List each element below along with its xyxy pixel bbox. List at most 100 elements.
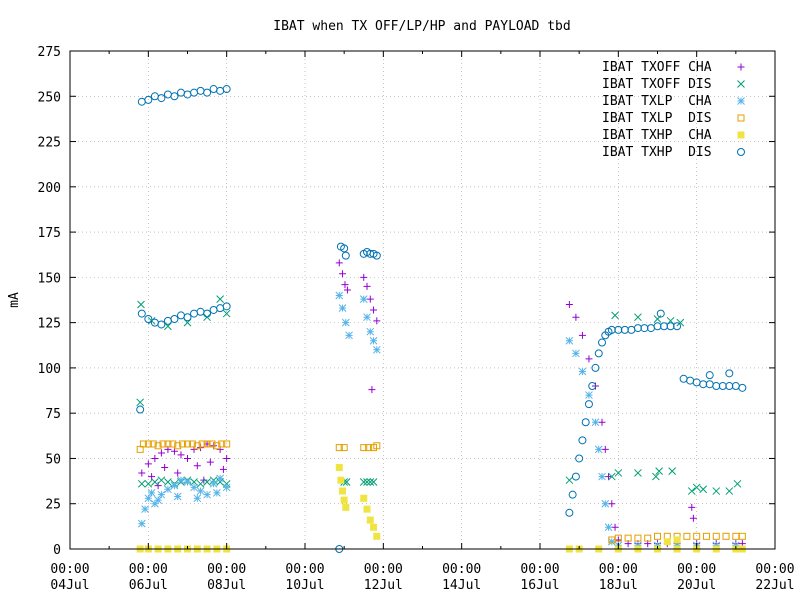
data-point — [369, 478, 378, 486]
data-point — [366, 516, 374, 524]
data-point — [598, 338, 607, 347]
data-point — [216, 474, 224, 483]
data-point — [335, 444, 343, 452]
data-point — [203, 478, 211, 486]
data-point — [157, 320, 166, 329]
legend-label: IBAT TXHP DIS — [602, 145, 712, 160]
legend-label: IBAT TXLP CHA — [602, 94, 712, 109]
data-point — [209, 85, 218, 94]
data-point — [190, 483, 198, 492]
data-point — [137, 479, 146, 488]
data-point — [673, 541, 681, 550]
data-point — [737, 63, 745, 71]
x-tick-time-label: 00:00 — [599, 562, 638, 577]
legend-label: IBAT TXHP CHA — [602, 128, 712, 143]
data-point — [688, 503, 696, 511]
y-tick-label: 0 — [53, 543, 61, 558]
data-point — [154, 496, 162, 504]
data-point — [198, 440, 206, 448]
data-point — [183, 478, 192, 486]
data-point — [345, 331, 353, 340]
x-tick-date-label: 20Jul — [677, 578, 716, 593]
legend-label: IBAT TXOFF CHA — [602, 60, 712, 75]
data-point — [588, 382, 597, 391]
data-point — [699, 380, 708, 389]
data-point — [607, 472, 616, 481]
data-point — [176, 311, 185, 320]
data-point — [137, 519, 146, 528]
data-point — [360, 444, 368, 452]
legend-label: IBAT TXOFF DIS — [602, 77, 712, 92]
data-point — [705, 380, 714, 389]
data-point — [646, 324, 655, 333]
data-point — [163, 316, 172, 325]
data-point — [565, 508, 574, 517]
data-point — [673, 322, 682, 331]
data-point — [624, 534, 632, 542]
data-point — [725, 487, 734, 495]
data-point — [216, 295, 224, 303]
data-point — [136, 398, 145, 407]
data-point — [363, 282, 371, 290]
data-point — [607, 537, 616, 546]
data-point — [594, 445, 603, 454]
data-point — [737, 114, 745, 122]
y-tick-label: 50 — [45, 452, 61, 467]
data-point — [159, 440, 167, 448]
data-point — [343, 286, 351, 294]
data-point — [614, 469, 623, 477]
data-point — [193, 494, 202, 503]
data-point — [737, 97, 745, 105]
data-point — [216, 86, 225, 95]
data-point — [213, 442, 221, 450]
data-point — [338, 304, 347, 313]
data-point — [154, 442, 162, 450]
data-point — [151, 478, 159, 486]
data-point — [634, 313, 642, 322]
data-point — [209, 476, 218, 485]
y-tick-label: 275 — [38, 45, 61, 60]
data-point — [193, 442, 201, 450]
data-point — [673, 536, 681, 544]
y-axis-label: mA — [7, 292, 22, 308]
data-point — [216, 304, 225, 313]
data-point — [163, 90, 172, 99]
data-point — [604, 523, 613, 532]
legend: IBAT TXOFF CHA IBAT TXOFF DIS IBAT TXLP CH… — [602, 60, 745, 160]
x-tick-date-label: 12Jul — [364, 578, 403, 593]
data-point — [359, 478, 368, 486]
data-point — [722, 532, 730, 540]
data-point — [209, 305, 218, 314]
data-point — [144, 440, 152, 448]
data-point — [137, 300, 145, 309]
data-point — [679, 374, 688, 383]
data-point — [176, 88, 185, 97]
data-point — [565, 301, 573, 309]
data-point — [370, 523, 378, 531]
x-tick-date-label: 04Jul — [50, 578, 89, 593]
data-point — [216, 478, 224, 486]
data-point — [335, 291, 344, 300]
y-tick-label: 100 — [38, 362, 61, 377]
data-point — [372, 251, 381, 260]
x-tick-time-label: 00:00 — [50, 562, 89, 577]
x-tick-date-label: 08Jul — [207, 578, 246, 593]
data-point — [138, 469, 146, 477]
data-point — [654, 532, 661, 540]
data-point — [141, 505, 149, 514]
data-point — [161, 464, 169, 472]
data-point — [174, 442, 182, 450]
data-point — [620, 325, 629, 334]
data-point — [137, 309, 146, 318]
data-point — [173, 492, 182, 501]
data-point — [737, 148, 745, 156]
data-point — [183, 90, 192, 99]
data-point — [157, 476, 166, 485]
data-point — [213, 489, 221, 497]
y-tick-label: 25 — [45, 498, 61, 513]
data-point — [699, 485, 708, 494]
series-3 — [137, 291, 740, 550]
data-point — [363, 505, 371, 513]
data-point — [572, 349, 580, 358]
data-point — [578, 367, 587, 376]
